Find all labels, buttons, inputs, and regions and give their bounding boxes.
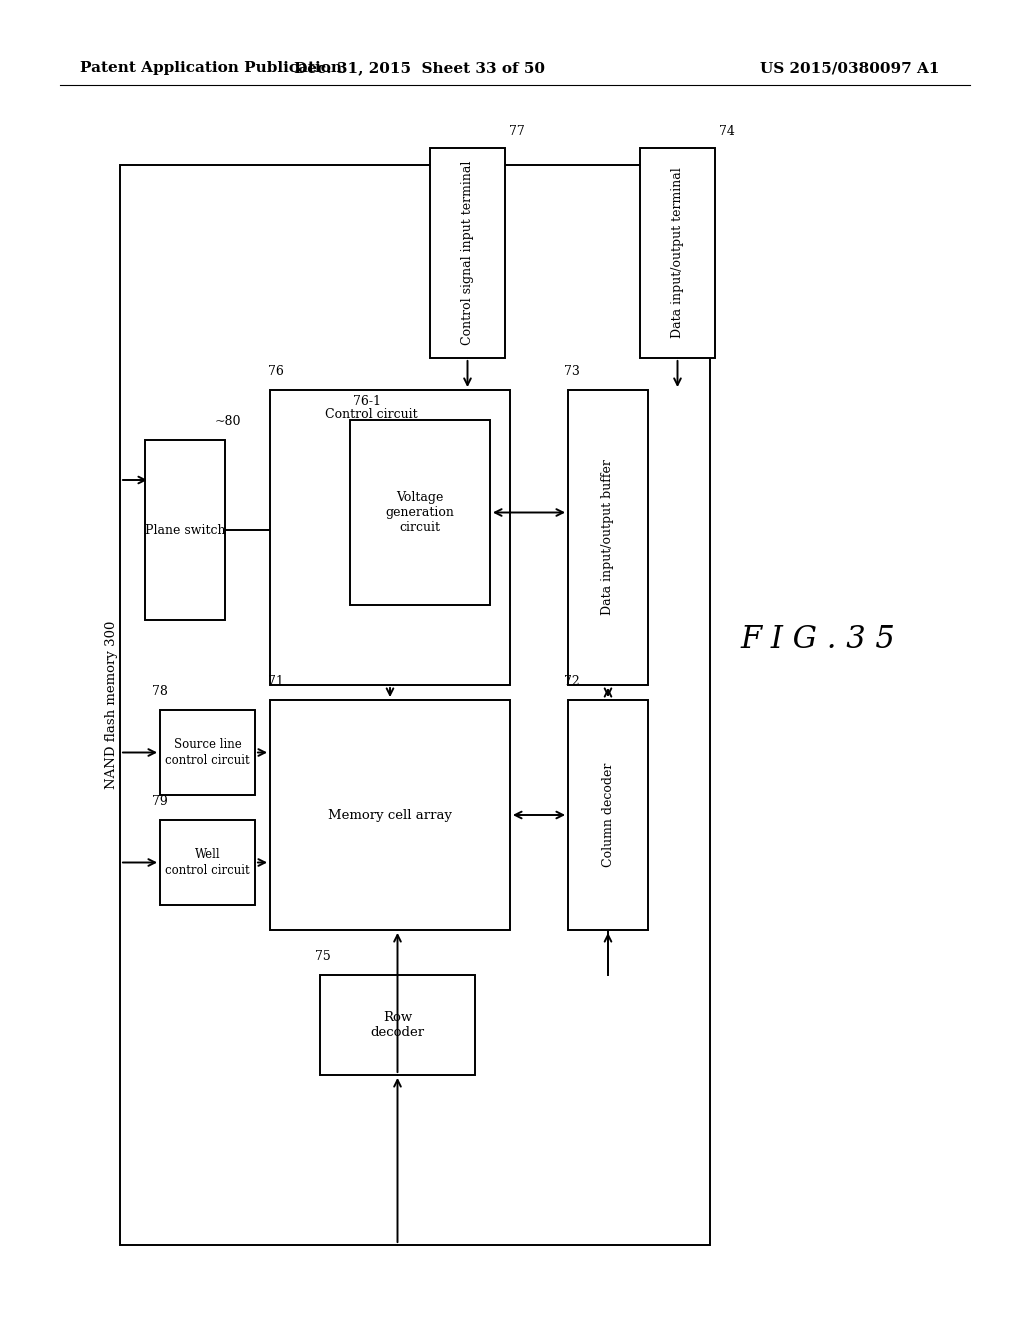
Text: 73: 73 <box>564 366 580 378</box>
Text: ~80: ~80 <box>215 414 242 428</box>
Text: 75: 75 <box>315 950 331 964</box>
Text: Data input/output terminal: Data input/output terminal <box>671 168 684 338</box>
Bar <box>270 389 510 685</box>
Text: NAND flash memory 300: NAND flash memory 300 <box>105 620 119 789</box>
Text: Plane switch: Plane switch <box>144 524 225 536</box>
Bar <box>160 710 255 795</box>
Bar <box>120 165 710 1245</box>
Text: Well
control circuit: Well control circuit <box>165 849 250 876</box>
Text: Source line
control circuit: Source line control circuit <box>165 738 250 767</box>
Text: 77: 77 <box>509 125 524 139</box>
Text: US 2015/0380097 A1: US 2015/0380097 A1 <box>760 61 940 75</box>
Bar <box>319 975 475 1074</box>
Text: Column decoder: Column decoder <box>601 763 614 867</box>
Text: 74: 74 <box>719 125 735 139</box>
Text: Data input/output buffer: Data input/output buffer <box>601 459 614 615</box>
Bar <box>430 148 505 358</box>
Bar <box>640 148 715 358</box>
Text: Control signal input terminal: Control signal input terminal <box>461 161 474 346</box>
Text: Voltage
generation
circuit: Voltage generation circuit <box>386 491 455 535</box>
Bar <box>568 389 648 685</box>
Text: 76: 76 <box>268 366 284 378</box>
Bar <box>160 820 255 906</box>
Bar <box>145 440 225 620</box>
Text: Patent Application Publication: Patent Application Publication <box>80 61 342 75</box>
Text: 79: 79 <box>152 795 168 808</box>
Text: Dec. 31, 2015  Sheet 33 of 50: Dec. 31, 2015 Sheet 33 of 50 <box>295 61 546 75</box>
Text: 72: 72 <box>564 675 580 688</box>
Text: 76-1: 76-1 <box>353 395 381 408</box>
Text: 71: 71 <box>268 675 284 688</box>
Text: Row
decoder: Row decoder <box>371 1011 425 1039</box>
Text: Memory cell array: Memory cell array <box>328 808 452 821</box>
Text: F I G . 3 5: F I G . 3 5 <box>740 624 895 656</box>
Bar <box>270 700 510 931</box>
Text: Control circuit: Control circuit <box>325 408 418 421</box>
Text: 78: 78 <box>152 685 168 698</box>
Bar <box>568 700 648 931</box>
Bar <box>350 420 490 605</box>
